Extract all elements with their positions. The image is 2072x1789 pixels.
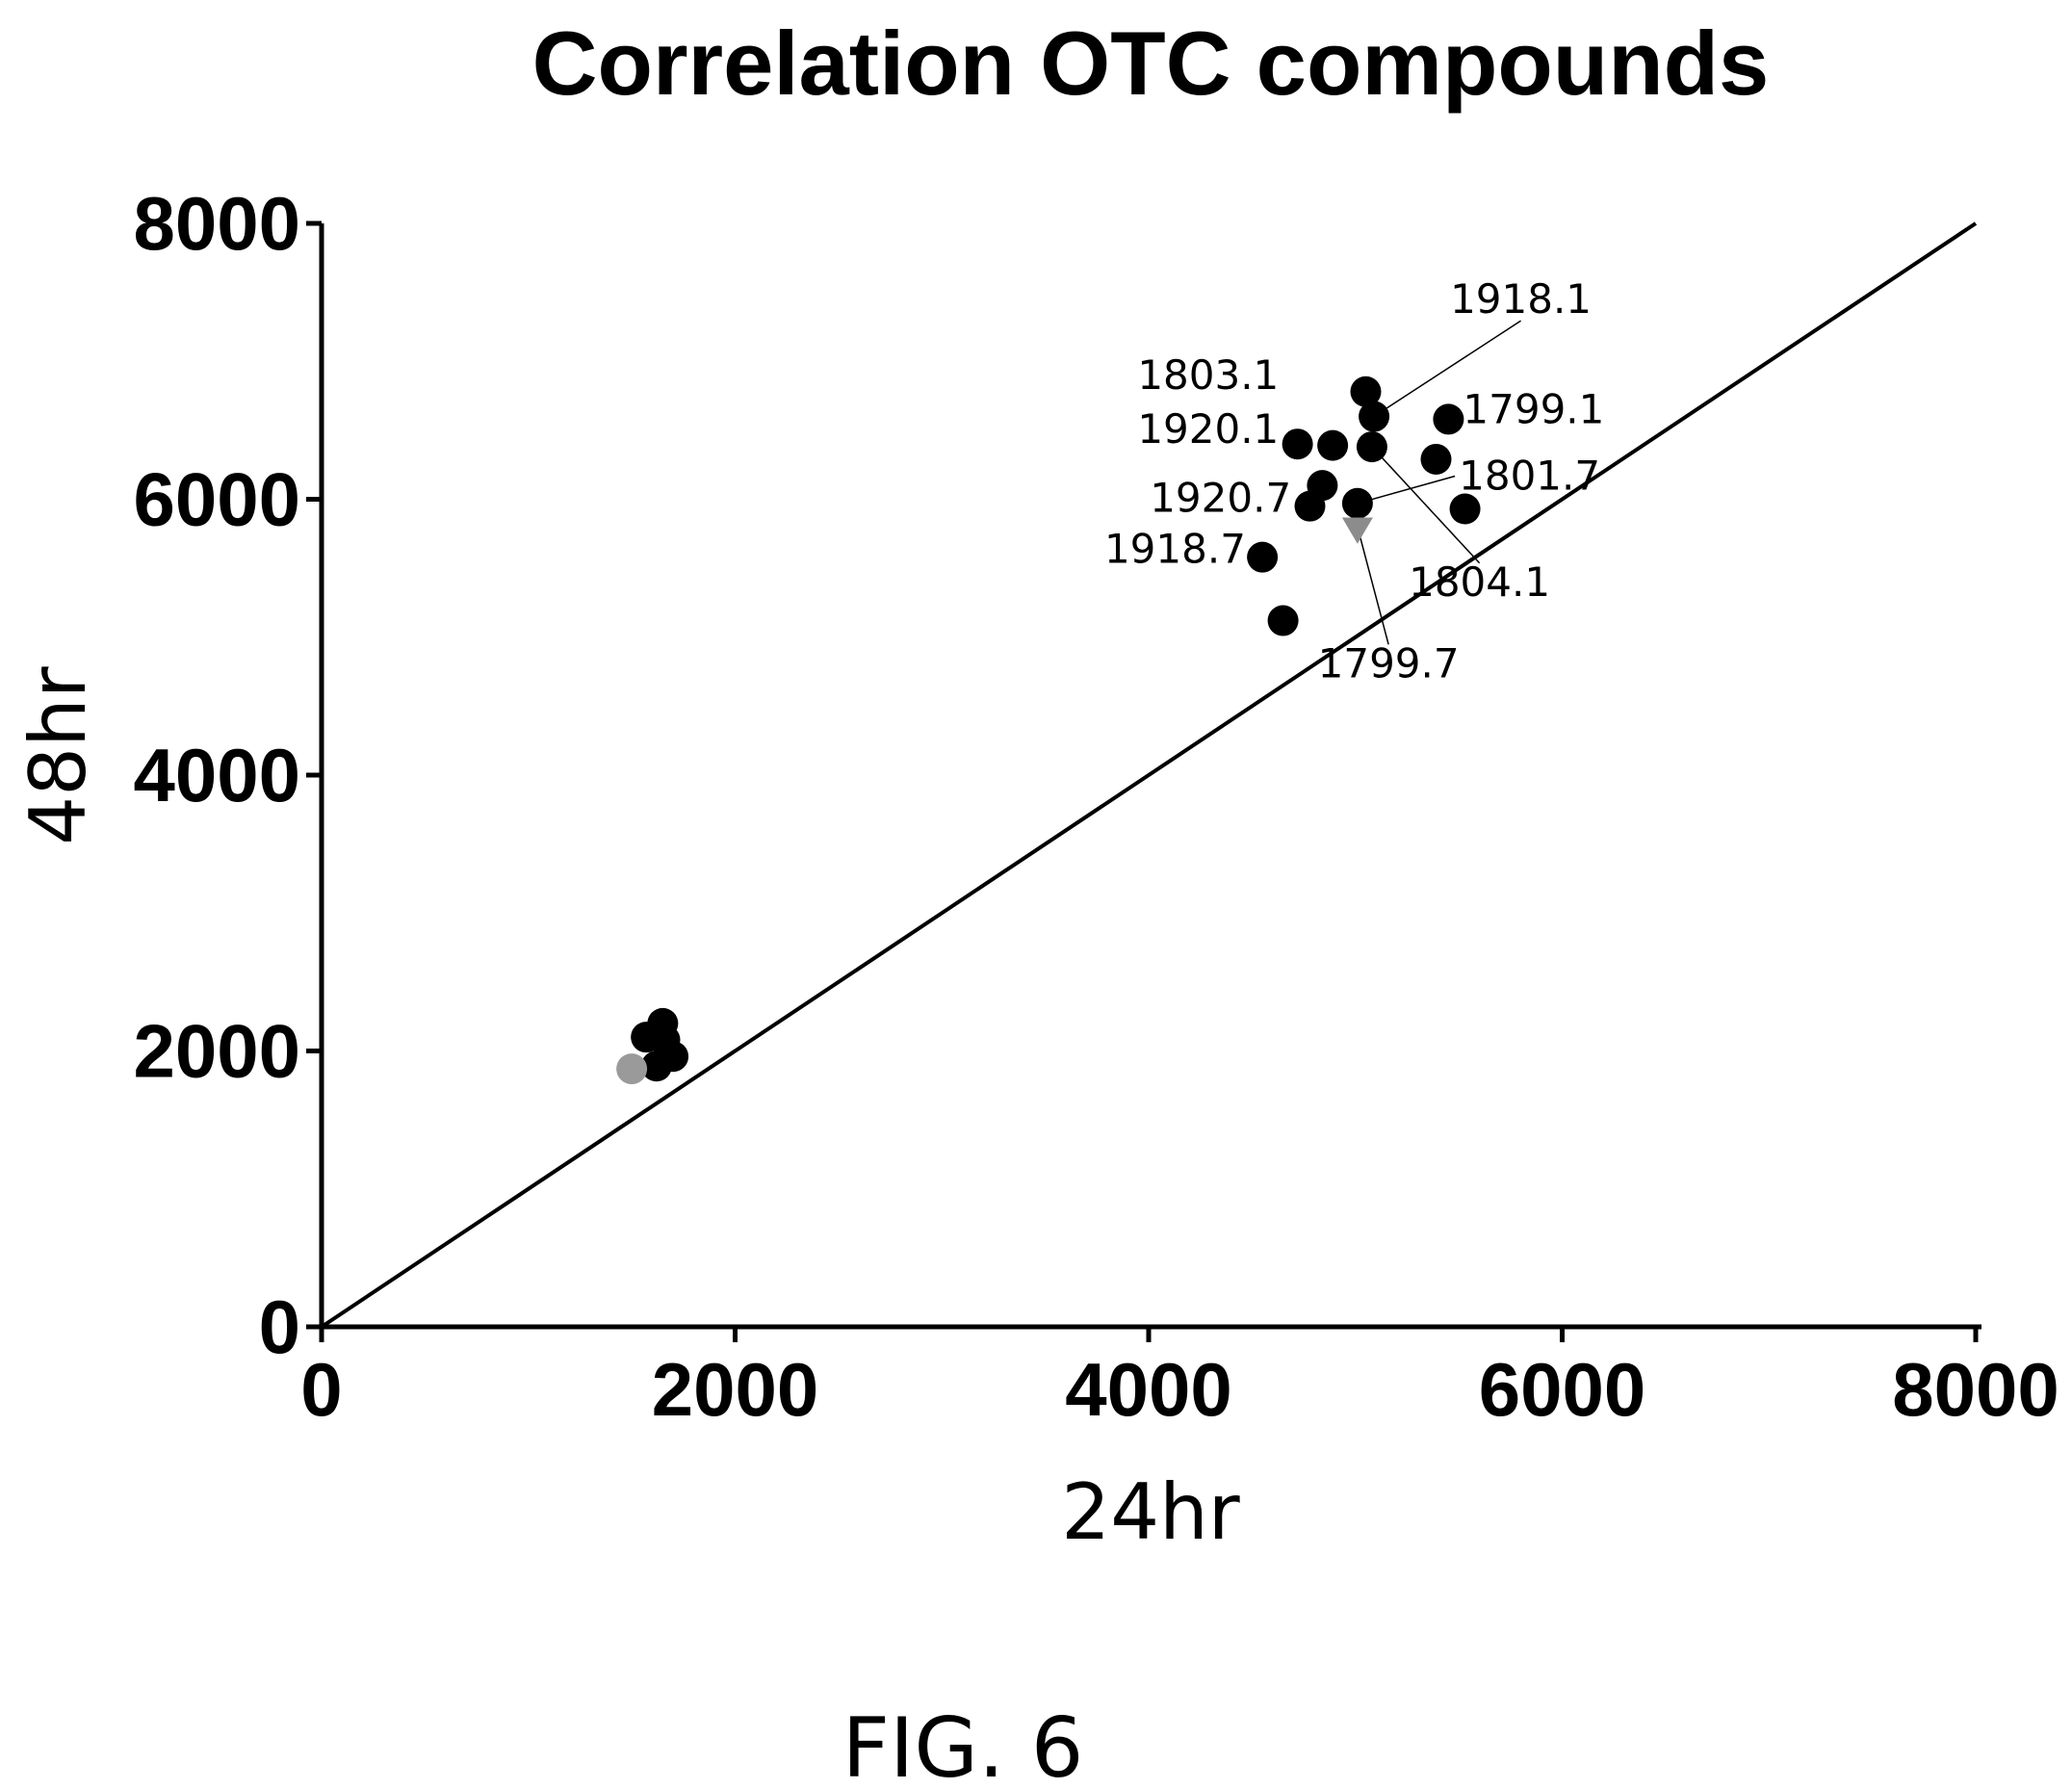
data-point bbox=[1341, 517, 1373, 544]
figure-caption: FIG. 6 bbox=[842, 1700, 1084, 1789]
y-tick-label: 0 bbox=[259, 1284, 300, 1369]
data-point bbox=[1341, 487, 1373, 519]
point-annotation-label: 1804.1 bbox=[1409, 558, 1550, 606]
annotation-leader bbox=[1371, 446, 1481, 564]
y-tick-label: 2000 bbox=[133, 1009, 300, 1094]
y-tick-label: 6000 bbox=[133, 457, 300, 542]
x-tick-label: 4000 bbox=[1065, 1347, 1232, 1432]
data-point bbox=[1247, 541, 1279, 573]
data-point bbox=[1267, 605, 1299, 636]
data-point bbox=[1282, 428, 1313, 460]
data-point bbox=[616, 1053, 648, 1085]
x-tick-label: 0 bbox=[300, 1347, 342, 1432]
data-point bbox=[1420, 443, 1452, 475]
data-points bbox=[616, 376, 1481, 1085]
annotation-leader bbox=[1357, 475, 1456, 505]
point-annotation-label: 1918.1 bbox=[1450, 275, 1592, 323]
x-tick-label: 6000 bbox=[1479, 1347, 1646, 1432]
y-axis-label: 48hr bbox=[13, 666, 103, 845]
data-point bbox=[640, 1050, 672, 1082]
x-axis-label: 24hr bbox=[1061, 1467, 1240, 1557]
annotation-leader-lines bbox=[1357, 320, 1521, 645]
data-point bbox=[1294, 490, 1326, 522]
y-axis-ticks: 0 2000 4000 6000 8000 bbox=[133, 181, 322, 1369]
data-point bbox=[1356, 431, 1387, 463]
y-tick-label: 8000 bbox=[133, 181, 300, 266]
data-point bbox=[1350, 376, 1382, 407]
point-annotations: 1918.1 1803.1 1799.1 1920.1 1801.7 1920.71918… bbox=[1104, 275, 1604, 687]
point-annotation-label: 1799.7 bbox=[1318, 639, 1460, 687]
point-annotation-label: 1803.1 bbox=[1137, 351, 1279, 399]
x-tick-label: 8000 bbox=[1892, 1347, 2059, 1432]
point-annotation-label: 1801.7 bbox=[1459, 452, 1600, 499]
x-axis-ticks: 0 2000 4000 6000 8000 bbox=[300, 1327, 2059, 1432]
data-point bbox=[1317, 429, 1349, 461]
point-annotation-label: 1920.1 bbox=[1137, 405, 1279, 453]
data-point bbox=[1359, 401, 1390, 432]
chart-title: Correlation OTC compounds bbox=[532, 13, 1770, 114]
point-annotation-label: 1918.7 bbox=[1104, 525, 1246, 572]
annotation-leader bbox=[1357, 526, 1389, 645]
x-tick-label: 2000 bbox=[652, 1347, 819, 1432]
y-tick-label: 4000 bbox=[133, 733, 300, 817]
annotation-leader bbox=[1373, 320, 1521, 418]
point-annotation-label: 1799.1 bbox=[1463, 386, 1604, 433]
point-annotation-label: 1920.7 bbox=[1150, 474, 1291, 521]
data-point bbox=[1433, 403, 1464, 435]
identity-reference-line bbox=[320, 221, 1978, 1329]
data-point bbox=[1449, 493, 1481, 525]
